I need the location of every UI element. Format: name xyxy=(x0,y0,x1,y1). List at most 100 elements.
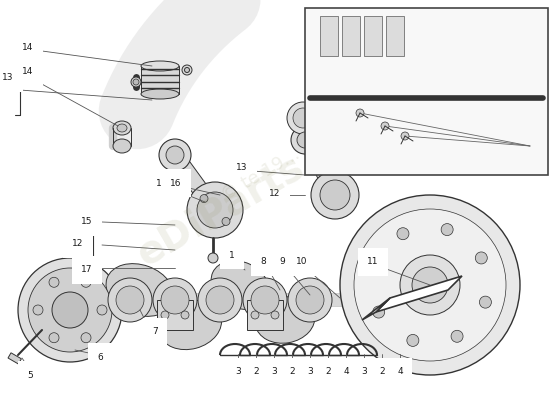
Circle shape xyxy=(354,209,506,361)
Text: 2: 2 xyxy=(379,368,385,376)
Circle shape xyxy=(297,132,313,148)
Ellipse shape xyxy=(106,264,174,316)
Ellipse shape xyxy=(158,300,222,350)
Circle shape xyxy=(197,192,233,228)
Text: 12: 12 xyxy=(270,188,280,198)
Text: 16: 16 xyxy=(170,178,182,188)
Ellipse shape xyxy=(141,61,179,71)
Circle shape xyxy=(184,68,190,72)
Text: 3: 3 xyxy=(307,368,313,376)
Ellipse shape xyxy=(113,121,131,135)
Text: eDiParts: eDiParts xyxy=(130,147,310,273)
Ellipse shape xyxy=(133,79,139,85)
Circle shape xyxy=(97,305,107,315)
Text: 3: 3 xyxy=(235,368,241,376)
Circle shape xyxy=(161,311,169,319)
Text: 18: 18 xyxy=(530,144,542,152)
Text: 8: 8 xyxy=(260,258,266,266)
Circle shape xyxy=(33,305,43,315)
Circle shape xyxy=(288,278,332,322)
Ellipse shape xyxy=(131,77,141,87)
Circle shape xyxy=(166,146,184,164)
Bar xyxy=(342,16,360,56)
Circle shape xyxy=(381,122,389,130)
Circle shape xyxy=(407,334,419,346)
Text: 3: 3 xyxy=(361,368,367,376)
Text: 2: 2 xyxy=(325,368,331,376)
Circle shape xyxy=(187,182,243,238)
Circle shape xyxy=(182,65,192,75)
Polygon shape xyxy=(168,150,222,215)
Text: 10: 10 xyxy=(296,258,308,266)
Circle shape xyxy=(251,311,259,319)
Text: 14: 14 xyxy=(23,44,34,52)
Circle shape xyxy=(401,132,409,140)
Circle shape xyxy=(475,252,487,264)
Text: 15: 15 xyxy=(81,218,93,226)
Text: 12: 12 xyxy=(72,240,84,248)
Circle shape xyxy=(271,311,279,319)
Circle shape xyxy=(200,194,208,202)
Circle shape xyxy=(451,330,463,342)
Text: © te 19...: © te 19... xyxy=(217,145,302,205)
Circle shape xyxy=(81,277,91,287)
Text: 14: 14 xyxy=(23,68,34,76)
Circle shape xyxy=(296,286,324,314)
Text: 6: 6 xyxy=(97,352,103,362)
Circle shape xyxy=(159,139,191,171)
Circle shape xyxy=(373,306,384,318)
Text: 1: 1 xyxy=(229,250,235,260)
Circle shape xyxy=(18,258,122,362)
Circle shape xyxy=(293,108,313,128)
Circle shape xyxy=(400,255,460,315)
Circle shape xyxy=(243,278,287,322)
Text: 16: 16 xyxy=(156,178,168,188)
Circle shape xyxy=(161,286,189,314)
Text: 2: 2 xyxy=(289,368,295,376)
Circle shape xyxy=(52,292,88,328)
Circle shape xyxy=(222,218,230,226)
Ellipse shape xyxy=(255,297,315,343)
Circle shape xyxy=(340,195,520,375)
Circle shape xyxy=(397,228,409,240)
Circle shape xyxy=(480,296,491,308)
Text: 2: 2 xyxy=(253,368,259,376)
Bar xyxy=(247,300,283,330)
Ellipse shape xyxy=(117,124,127,132)
Circle shape xyxy=(28,268,112,352)
Ellipse shape xyxy=(211,261,269,309)
Bar xyxy=(320,16,338,56)
Text: 7: 7 xyxy=(152,328,158,336)
Circle shape xyxy=(49,277,59,287)
Bar xyxy=(386,16,404,56)
Circle shape xyxy=(356,109,364,117)
Bar xyxy=(8,353,21,364)
Bar xyxy=(157,300,193,330)
Text: 3: 3 xyxy=(271,368,277,376)
Circle shape xyxy=(291,126,319,154)
Polygon shape xyxy=(299,137,341,198)
Polygon shape xyxy=(376,276,462,312)
Circle shape xyxy=(368,262,381,274)
Circle shape xyxy=(320,180,350,210)
Circle shape xyxy=(153,278,197,322)
Circle shape xyxy=(206,286,234,314)
Circle shape xyxy=(208,253,218,263)
Circle shape xyxy=(181,311,189,319)
Text: 11: 11 xyxy=(367,258,379,266)
Circle shape xyxy=(251,286,279,314)
Text: 5: 5 xyxy=(27,370,33,380)
Text: 13: 13 xyxy=(236,164,248,172)
Bar xyxy=(305,8,548,175)
Circle shape xyxy=(116,286,144,314)
Text: 17: 17 xyxy=(81,266,93,274)
Circle shape xyxy=(108,278,152,322)
Circle shape xyxy=(441,224,453,236)
Circle shape xyxy=(287,102,319,134)
Bar xyxy=(364,16,382,56)
Circle shape xyxy=(81,333,91,343)
Polygon shape xyxy=(362,298,390,320)
Circle shape xyxy=(311,171,359,219)
Text: 9: 9 xyxy=(279,258,285,266)
Circle shape xyxy=(49,333,59,343)
